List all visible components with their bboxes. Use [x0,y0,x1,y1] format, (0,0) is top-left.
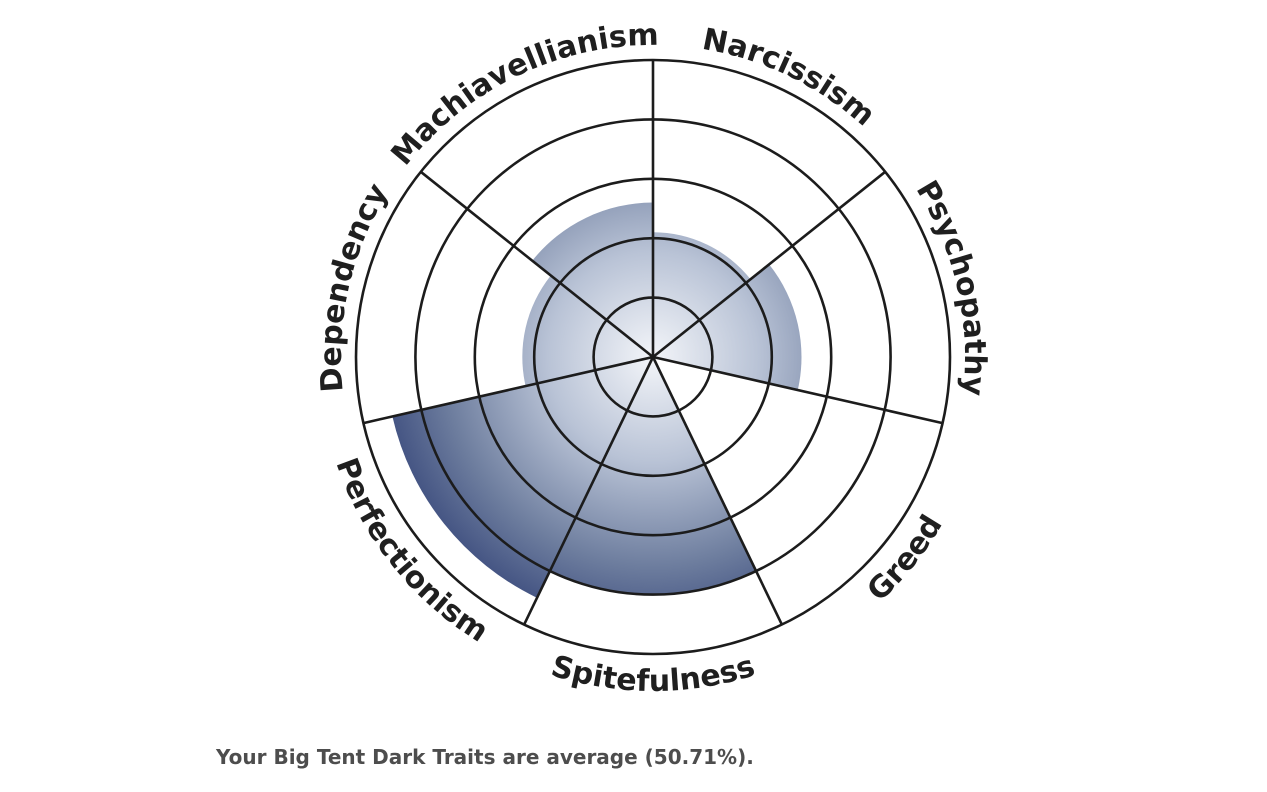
grid-layer [354,58,952,656]
category-label-greed: Greed [861,509,950,608]
grid-spoke [651,356,784,626]
dark-traits-polar-chart: NarcissismPsychopathyGreedSpitefulnessPe… [314,18,992,699]
sector-dependency [522,275,653,387]
grid-spoke [419,170,654,359]
grid-spoke [652,170,887,359]
summary-text: Your Big Tent Dark Traits are average (5… [216,745,754,769]
category-label-spitefulness: Spitefulness [547,649,759,699]
sector-psychopathy [653,264,802,391]
grid-spoke [652,355,943,425]
grid-spoke [522,356,655,626]
category-label-narcissism: Narcissism [700,22,882,133]
grid-spoke [363,355,654,425]
category-label-machiavellianism: Machiavellianism [385,18,660,172]
